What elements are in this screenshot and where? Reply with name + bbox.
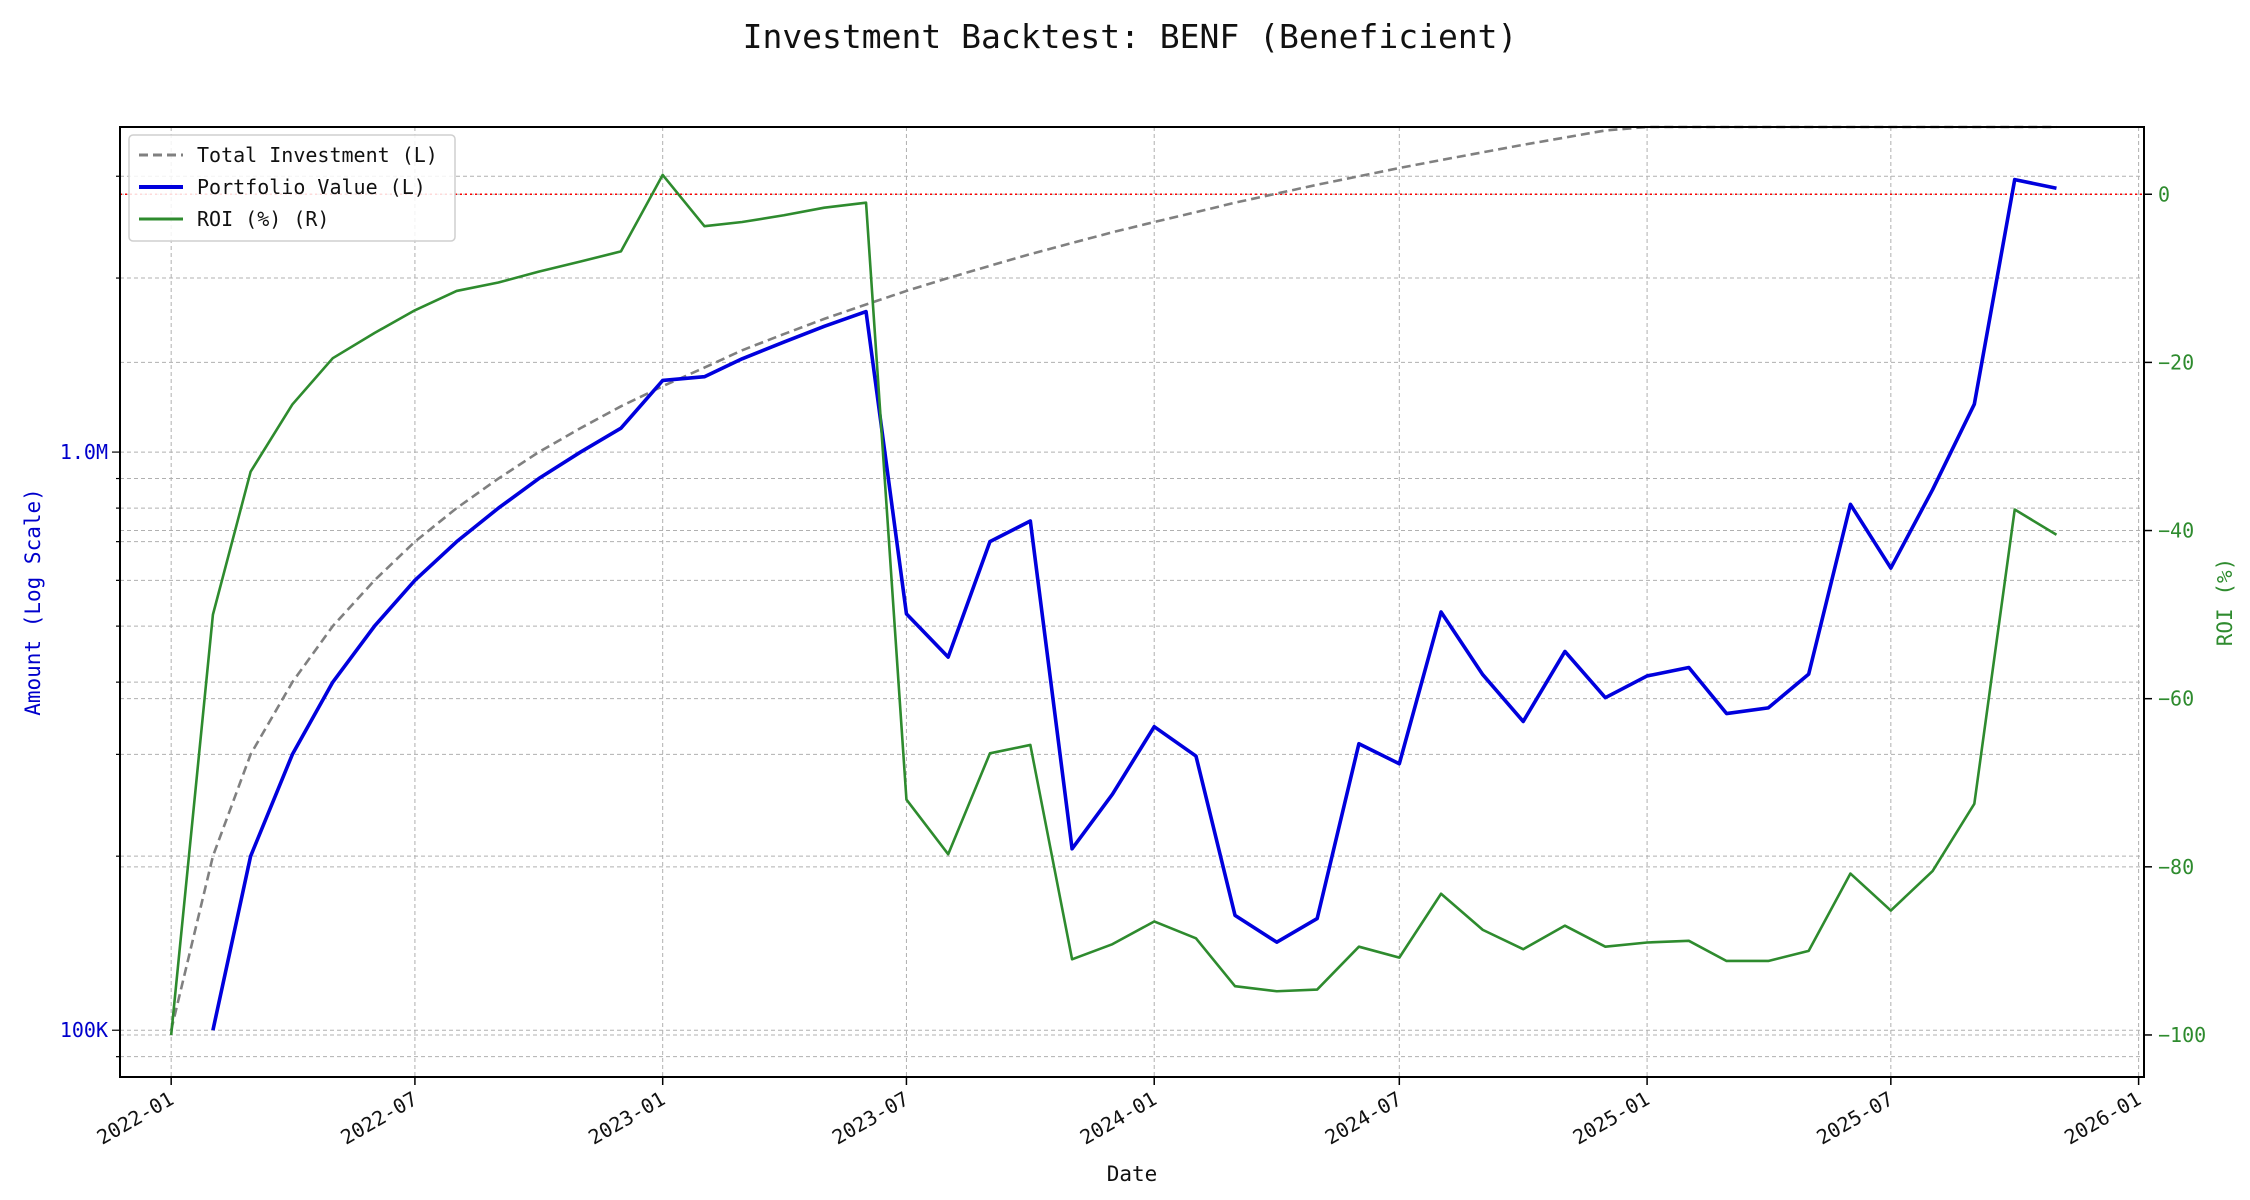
series-lines [169,125,2058,1036]
legend-label-portfolio-value: Portfolio Value (L) [197,175,426,199]
right-axis-ticks: 0 −20 −40 −60 −80 −100 [2144,182,2206,1047]
x-tick-label-2022-01: 2022-01 [93,1087,178,1150]
x-tick-label-2022-07: 2022-07 [336,1087,421,1150]
right-tick-label-0: 0 [2158,182,2170,206]
right-tick-label--60: −60 [2158,687,2194,711]
x-tick-label-2024-07: 2024-07 [1321,1087,1406,1150]
legend-label-roi: ROI (%) (R) [197,207,329,231]
x-tick-label-2023-01: 2023-01 [584,1087,669,1150]
series-line-roi-r [169,173,2058,1036]
x-tick-label-2024-01: 2024-01 [1076,1087,1161,1150]
right-tick-label--80: −80 [2158,855,2194,879]
series-line-total-investment-l [169,125,2057,1031]
left-axis-ticks: 100K 1.0M [60,175,120,1058]
x-tick-label-2023-07: 2023-07 [828,1087,913,1150]
x-axis-ticks: 2022-01 2022-07 2023-01 2023-07 2024-01 2024-… [93,1077,2145,1149]
left-tick-label-1.0M: 1.0M [60,440,108,464]
x-tick-label-2026-01: 2026-01 [2060,1087,2145,1150]
x-tick-label-2025-01: 2025-01 [1569,1087,1654,1150]
grid [120,127,2144,1077]
right-tick-label--100: −100 [2158,1023,2206,1047]
series-line-portfolio-value-l [211,177,2057,1031]
right-tick-label--20: −20 [2158,350,2194,374]
right-tick-label--40: −40 [2158,519,2194,543]
left-tick-label-100K: 100K [60,1018,108,1042]
x-axis-label: Date [1107,1162,1158,1186]
right-axis-label: ROI (%) [2213,558,2237,647]
left-axis-label: Amount (Log Scale) [21,488,45,716]
legend-box [128,134,456,242]
chart-title: Investment Backtest: BENF (Beneficient) [743,17,1518,56]
legend: Total Investment (L) Portfolio Value (L)… [128,134,456,242]
x-tick-label-2025-07: 2025-07 [1812,1087,1897,1150]
plot-frame [119,126,2145,1078]
legend-label-total-investment: Total Investment (L) [197,143,438,167]
